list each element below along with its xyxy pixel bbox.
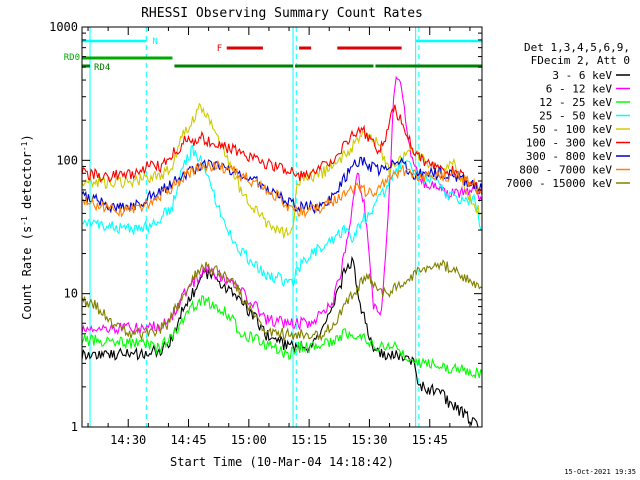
legend-entry-label: 25 - 50 keV — [539, 110, 612, 123]
y-tick-label: 10 — [64, 287, 78, 301]
legend-entry-label: 50 - 100 keV — [533, 123, 613, 136]
series-line — [81, 156, 483, 215]
legend-header-line: FDecim 2, Att 0 — [531, 54, 630, 67]
y-axis-label: Count Rate (s-1 detector-1) — [20, 134, 34, 319]
chart-title: RHESSI Observing Summary Count Rates — [141, 6, 423, 21]
y-tick-label: 100 — [56, 153, 78, 167]
legend-entry-label: 300 - 800 keV — [526, 150, 612, 163]
x-tick-label: 15:30 — [351, 433, 387, 447]
x-tick-label: 15:45 — [412, 433, 448, 447]
y-axis-label-part: Count Rate (s — [20, 226, 34, 320]
series-line — [81, 144, 483, 289]
flag-label: F — [217, 44, 222, 54]
series-line — [81, 75, 483, 336]
legend-entry-label: 800 - 7000 keV — [519, 164, 612, 177]
legend-entry-label: 100 - 300 keV — [526, 137, 612, 150]
series-layer — [81, 75, 483, 428]
flag-label: RD4 — [94, 63, 110, 73]
legend-entry-label: 3 - 6 keV — [552, 69, 612, 82]
y-axis-label-sup: -1 — [20, 141, 29, 151]
y-axis-label-sup: -1 — [20, 216, 29, 226]
legend-entry-label: 6 - 12 keV — [546, 83, 613, 96]
flag-label: RD0 — [64, 53, 80, 63]
plot-frame — [81, 26, 483, 428]
legend-entry-label: 7000 - 15000 keV — [506, 177, 612, 190]
y-tick-label: 1000 — [49, 20, 78, 34]
series-line — [81, 295, 483, 380]
x-tick-label: 15:00 — [231, 433, 267, 447]
axes-layer: 14:30 14:45 15:00 15:15 15:30 15:45 1 10 100 1000 — [49, 20, 482, 447]
legend-header-line: Det 1,3,4,5,6,9, — [524, 41, 630, 54]
y-axis-label-part: detector — [20, 151, 34, 216]
x-tick-label: 15:15 — [291, 433, 327, 447]
flags-layer: N F RD0 RD4 — [64, 37, 482, 73]
series-line — [81, 259, 483, 342]
y-axis-label-part: ) — [20, 134, 34, 141]
series-line — [81, 159, 483, 219]
x-tick-label: 14:30 — [110, 433, 146, 447]
flag-label: N — [152, 37, 157, 47]
legend-entry-label: 12 - 25 keV — [539, 96, 612, 109]
legend: Det 1,3,4,5,6,9, FDecim 2, Att 0 3 - 6 k… — [506, 41, 630, 190]
series-line — [81, 255, 482, 428]
x-tick-label: 14:45 — [170, 433, 206, 447]
x-axis-label: Start Time (10-Mar-04 14:18:42) — [170, 455, 394, 469]
series-line — [81, 104, 483, 196]
footer-date: 15-Oct-2021 19:35 — [564, 468, 636, 476]
y-tick-label: 1 — [71, 420, 78, 434]
